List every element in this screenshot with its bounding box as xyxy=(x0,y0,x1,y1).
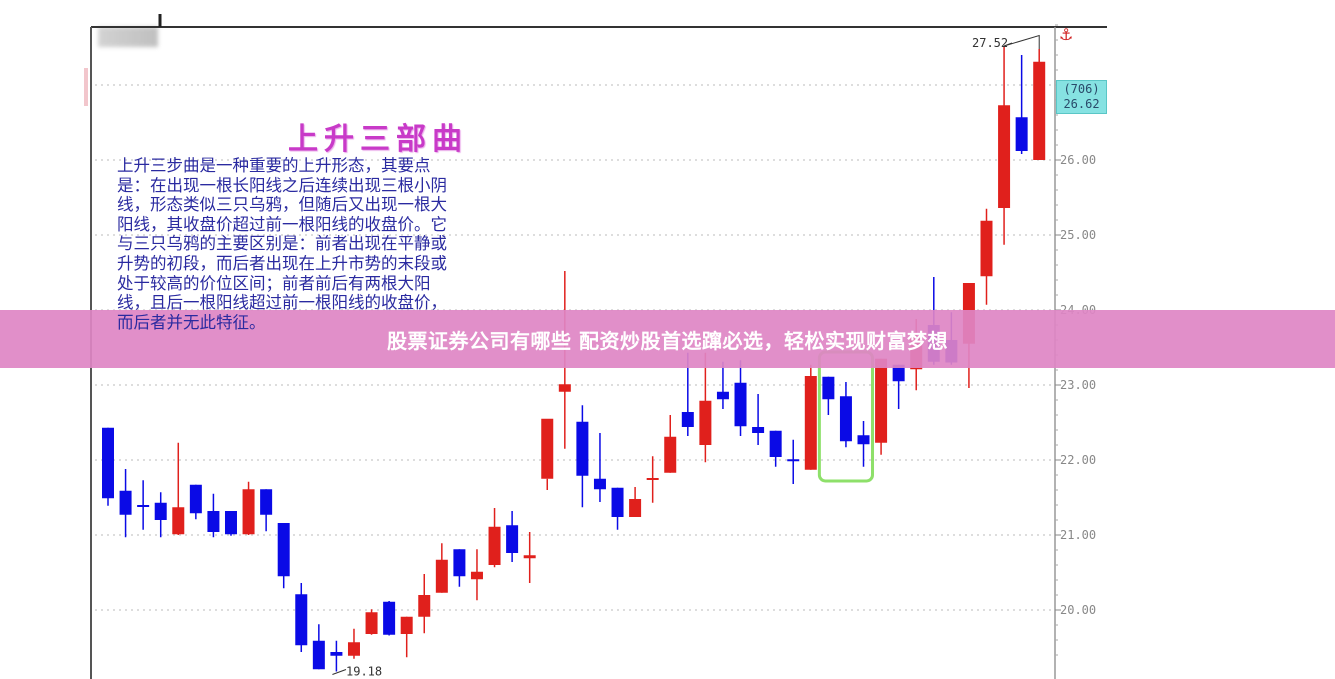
candle-down xyxy=(839,396,852,442)
candle-up xyxy=(875,358,888,443)
candle-up xyxy=(488,526,501,565)
candle-down xyxy=(154,502,167,520)
candle-down xyxy=(102,427,114,499)
candle-down xyxy=(857,435,870,445)
description-line: 升势的初段，而后者出现在上升市势的末段或 xyxy=(117,253,447,273)
y-tick-label: 21.00 xyxy=(1060,528,1096,542)
candle-down xyxy=(189,484,202,514)
candle-down xyxy=(312,640,325,670)
candle-up xyxy=(699,400,712,445)
price-count: (706) xyxy=(1063,82,1100,96)
low-leader-line xyxy=(332,669,347,675)
candle-down xyxy=(453,549,466,577)
candle-up xyxy=(242,489,255,535)
candle-up xyxy=(418,595,431,617)
banner-text: 股票证券公司有哪些 配资炒股首选蹿必选，轻松实现财富梦想 xyxy=(387,328,948,353)
description-line: 而后者并无此特征。 xyxy=(117,312,266,332)
blurred-watermark xyxy=(98,27,158,47)
candle-down xyxy=(260,489,273,515)
candle-up xyxy=(998,105,1011,208)
candle-down xyxy=(892,364,905,382)
candle-down xyxy=(137,505,150,507)
candle-down xyxy=(611,487,624,517)
low-price-label: 19.18 xyxy=(346,665,382,679)
pattern-description: 上升三步曲是一种重要的上升形态，其要点 是：在出现一根长阳线之后连续出现三根小阴… xyxy=(117,156,547,332)
candle-up xyxy=(558,384,571,392)
promo-banner[interactable]: 股票证券公司有哪些 配资炒股首选蹿必选，轻松实现财富梦想 xyxy=(0,310,1335,368)
high-price-label: 27.52 xyxy=(972,36,1008,50)
candle-up xyxy=(664,436,677,473)
description-line: 是：在出现一根长阳线之后连续出现三根小阴 xyxy=(117,175,447,195)
candle-down xyxy=(383,601,396,635)
candle-down xyxy=(119,490,132,515)
high-leader-line xyxy=(1003,34,1040,49)
candle-down xyxy=(769,430,782,457)
candle-up xyxy=(629,499,642,517)
candle-down xyxy=(506,525,519,553)
candle-up xyxy=(435,559,448,593)
description-line: 阳线，其收盘价超过前一根阳线的收盘价。它 xyxy=(117,214,447,234)
candle-up xyxy=(541,418,554,479)
candle-down xyxy=(295,594,308,646)
anchor-icon: ⚓ xyxy=(1059,25,1074,44)
candle-down xyxy=(681,412,694,427)
candle-up xyxy=(1033,61,1046,160)
current-price: 26.62 xyxy=(1063,97,1100,111)
description-line: 与三只乌鸦的主要区别是：前者出现在平静或 xyxy=(117,234,447,254)
candle-up xyxy=(646,478,659,480)
y-tick-label: 26.00 xyxy=(1060,153,1096,167)
y-tick-label: 22.00 xyxy=(1060,453,1096,467)
y-tick-label: 25.00 xyxy=(1060,228,1096,242)
y-tick-label: 20.00 xyxy=(1060,603,1096,617)
candle-down xyxy=(207,511,220,532)
candle-down xyxy=(734,382,747,427)
description-line: 线，形态类似三只乌鸦，但随后又出现一根大 xyxy=(117,195,447,215)
chart-title: 上升三部曲 xyxy=(288,122,468,157)
description-line: 线，且后一根阳线超过前一根阳线的收盘价， xyxy=(117,293,447,313)
candle-up xyxy=(347,642,360,656)
candle-down xyxy=(593,478,606,490)
candle-up xyxy=(980,220,993,277)
candle-down xyxy=(716,391,729,400)
candle-down xyxy=(277,523,290,577)
candle-down xyxy=(1015,117,1028,151)
candle-down xyxy=(752,427,765,433)
candle-down xyxy=(224,511,237,535)
candle-down xyxy=(822,376,835,400)
description-line: 上升三步曲是一种重要的上升形态，其要点 xyxy=(117,156,431,175)
candle-down xyxy=(330,652,343,656)
left-edge-mark xyxy=(84,68,88,106)
candle-up xyxy=(470,571,483,580)
candle-up xyxy=(523,555,536,559)
candle-up xyxy=(365,612,378,634)
candle-up xyxy=(172,507,185,535)
y-tick-label: 23.00 xyxy=(1060,378,1096,392)
current-price-box: (706) 26.62 xyxy=(1056,80,1107,114)
candle-up xyxy=(804,376,817,470)
description-line: 处于较高的价位区间；前者前后有两根大阳 xyxy=(117,273,431,293)
candle-up xyxy=(400,616,413,634)
candle-down xyxy=(576,421,589,476)
candle-down xyxy=(787,459,800,462)
